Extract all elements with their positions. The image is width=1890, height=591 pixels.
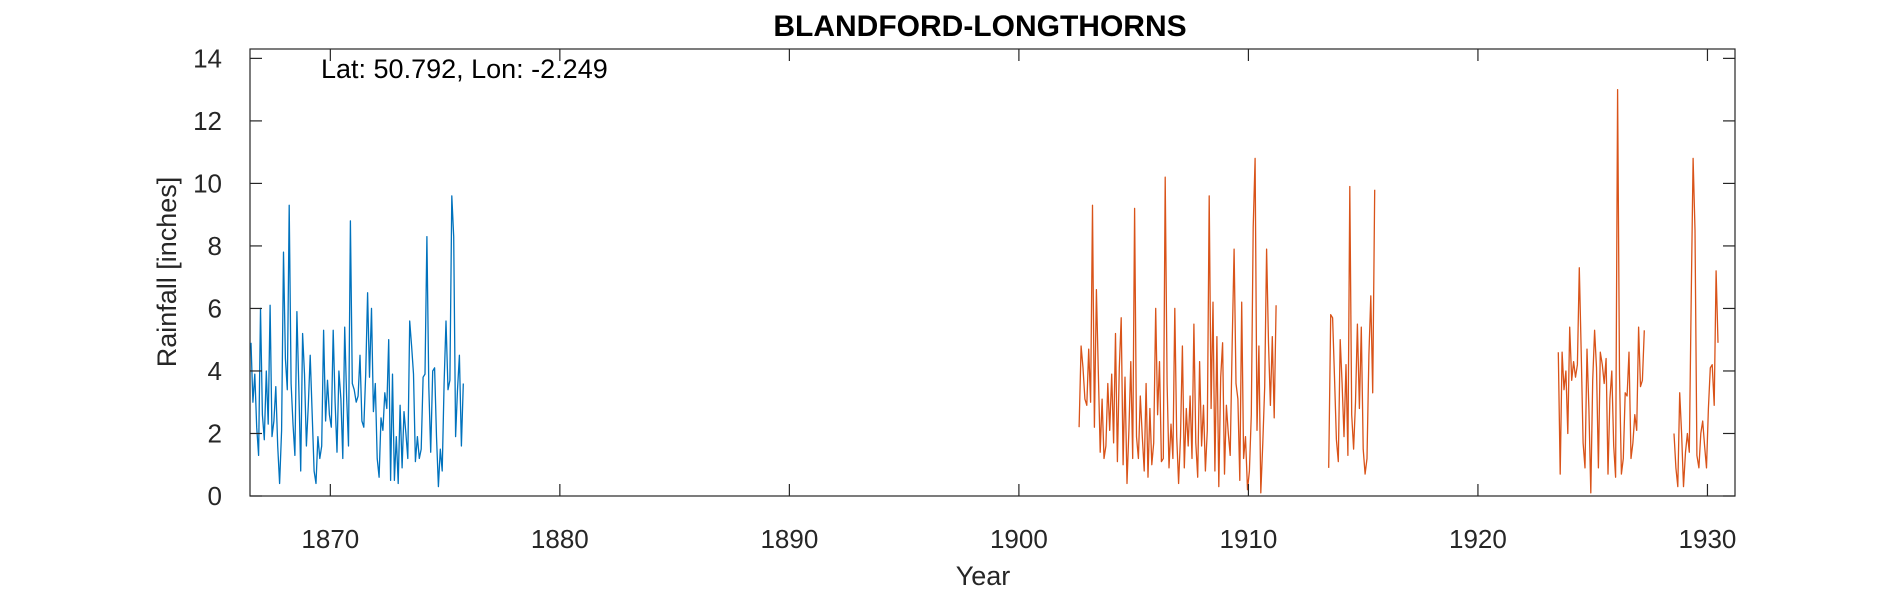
x-tick-label: 1910	[1219, 524, 1277, 554]
rainfall-series-2-line	[1673, 157, 1719, 488]
x-tick-label: 1880	[531, 524, 589, 554]
y-tick-label: 8	[208, 231, 222, 261]
x-tick-label: 1890	[760, 524, 818, 554]
y-axis-label: Rainfall [inches]	[152, 177, 182, 368]
rainfall-series-1-line	[250, 195, 464, 488]
axes-box	[249, 48, 1736, 497]
y-tick-label: 2	[208, 418, 222, 448]
tick-layer: 1870 1880 1890 1900 1910 1920 1930 0 2 4 6 8 10 12 14	[193, 43, 1736, 554]
rainfall-series-2-line	[1078, 157, 1277, 494]
y-tick-label: 14	[193, 43, 222, 73]
y-tick-label: 12	[193, 106, 222, 136]
x-tick-label: 1900	[990, 524, 1048, 554]
chart-title: BLANDFORD-LONGTHORNS	[773, 10, 1186, 43]
x-axis-label: Year	[956, 561, 1011, 591]
y-tick-label: 6	[208, 293, 222, 323]
y-tick-label: 4	[208, 356, 222, 386]
x-tick-label: 1870	[301, 524, 359, 554]
rainfall-series-2-line	[1328, 185, 1376, 475]
plot-area: 1870 1880 1890 1900 1910 1920 1930 0 2 4 6 8 10 12 14	[193, 43, 1736, 554]
x-tick-label: 1930	[1679, 524, 1737, 554]
series-layer	[250, 88, 1719, 494]
x-tick-label: 1920	[1449, 524, 1507, 554]
station-coordinates-annotation: Lat: 50.792, Lon: -2.249	[321, 54, 608, 84]
rainfall-series-2-line	[1557, 88, 1645, 494]
y-tick-label: 10	[193, 168, 222, 198]
y-tick-label: 0	[208, 481, 222, 511]
